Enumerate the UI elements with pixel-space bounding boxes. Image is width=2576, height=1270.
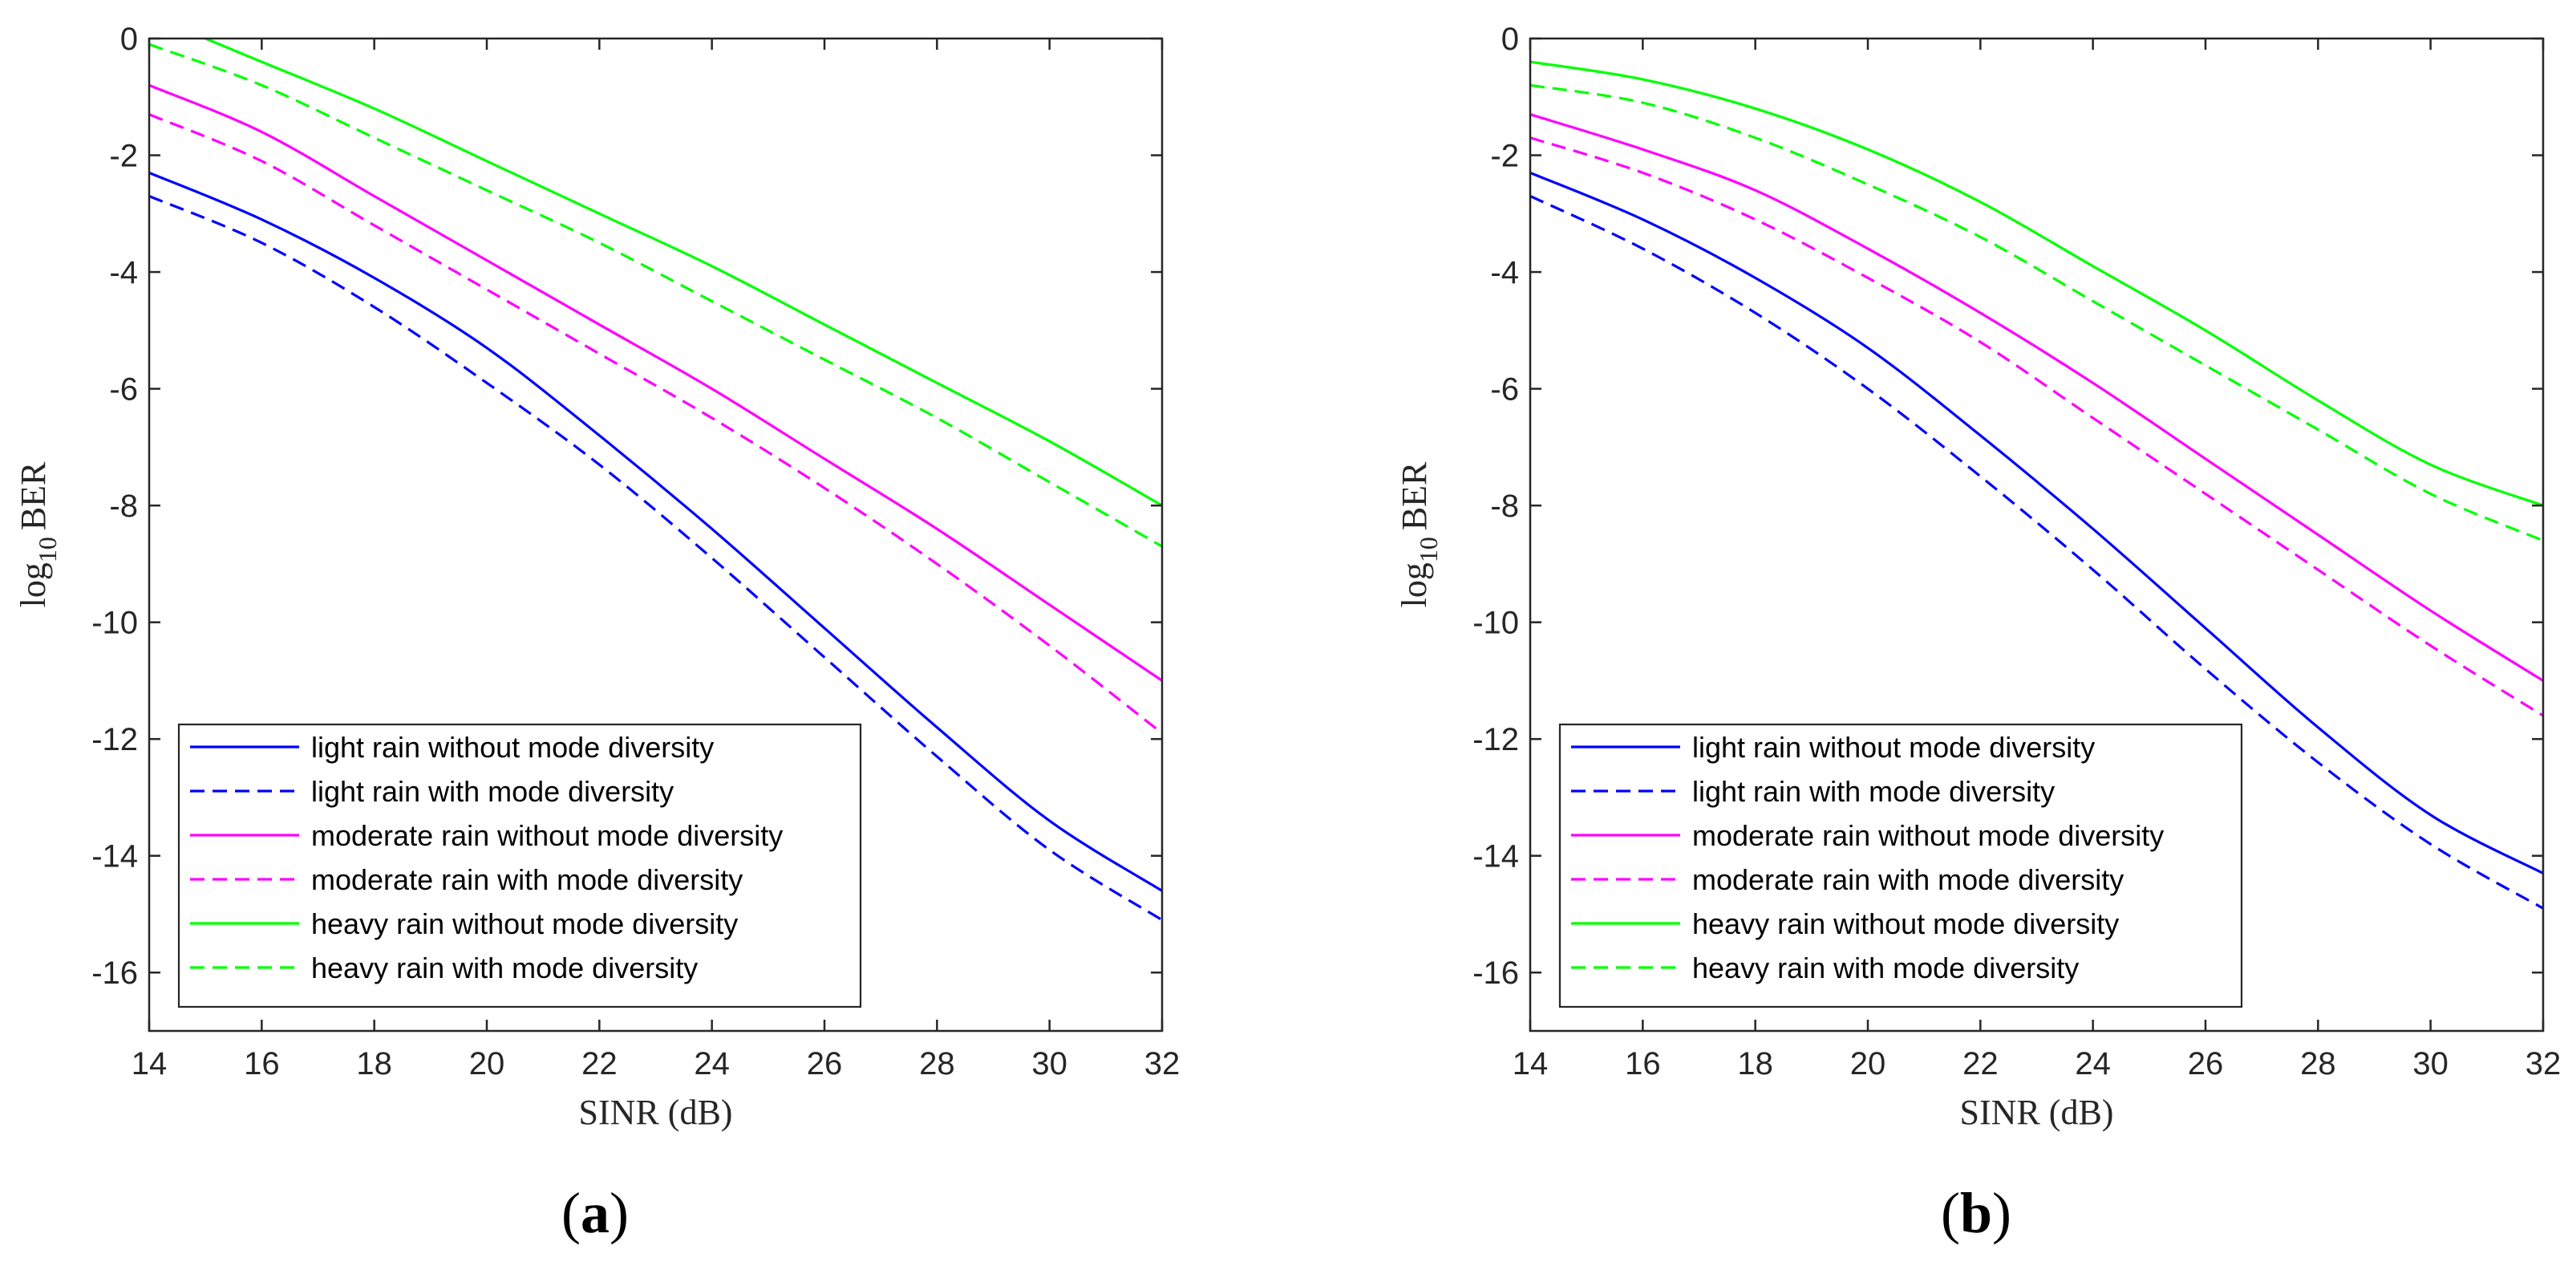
y-tick-label: 0 [1501, 22, 1519, 57]
y-tick-label: -14 [91, 839, 138, 874]
series-line-heavy-rain-without-mode-diversity [1530, 60, 2543, 507]
legend-box [1558, 723, 2243, 1008]
plot-frame [1529, 37, 2545, 1033]
legend-box [177, 723, 862, 1008]
series-group [1530, 60, 2543, 910]
legend-entry-label: moderate rain without mode diversity [311, 819, 783, 852]
x-axis-label: SINR (dB) [1960, 1093, 2114, 1132]
y-tick-label: -12 [1472, 722, 1519, 757]
legend-entry-label: heavy rain without mode diversity [1692, 907, 2119, 940]
y-tick-label: -16 [91, 956, 138, 991]
x-tick-label: 14 [132, 1046, 168, 1081]
chart-panel-b: 14 16 18 20 22 24 26 28 30 32 0 -2 -4 -6 -8 -10 -12 -14 -1… [1395, 22, 2561, 1245]
series-line-light-rain-with-mode-diversity [1530, 195, 2543, 910]
plot-frame [148, 37, 1164, 1033]
y-tick-label: -6 [109, 372, 138, 408]
x-tick-label: 26 [2188, 1046, 2224, 1081]
series-line-heavy-rain-without-mode-diversity [205, 39, 1162, 507]
series-line-moderate-rain-without-mode-diversity [1530, 113, 2543, 682]
legend-entry-label: moderate rain with mode diversity [1692, 863, 2124, 896]
legend-entry-label: light rain with mode diversity [1692, 775, 2055, 808]
y-tick-label: -16 [1472, 956, 1519, 991]
y-tick-label: -6 [1490, 372, 1519, 408]
y-axis-label: log10BER [14, 461, 62, 607]
x-tick-label: 18 [356, 1046, 392, 1081]
x-axis-label: SINR (dB) [579, 1093, 733, 1132]
x-tick-label: 22 [1962, 1046, 1999, 1081]
x-tick-label: 32 [2525, 1046, 2562, 1081]
legend-entry-label: moderate rain with mode diversity [311, 863, 743, 896]
legend-entry-label: light rain with mode diversity [311, 775, 674, 808]
x-tick-label: 28 [2300, 1046, 2336, 1081]
legend-entry-label: light rain without mode diversity [311, 731, 714, 764]
y-tick-label: -14 [1472, 839, 1519, 874]
series-line-moderate-rain-with-mode-diversity [149, 113, 1162, 735]
legend-entry-label: light rain without mode diversity [1692, 731, 2095, 764]
y-tick-label: -2 [109, 139, 138, 174]
series-line-moderate-rain-without-mode-diversity [149, 83, 1162, 682]
y-tick-label: -8 [109, 489, 138, 524]
x-tick-label: 18 [1737, 1046, 1773, 1081]
legend-entry-label: heavy rain with mode diversity [1692, 951, 2079, 984]
legend: light rain without mode diversity light r… [177, 723, 862, 1008]
series-line-heavy-rain-with-mode-diversity [1530, 83, 2543, 542]
y-tick-label: -4 [109, 255, 138, 290]
x-tick-label: 30 [2412, 1046, 2448, 1081]
panel-caption: (a) [561, 1181, 629, 1245]
x-tick-label: 30 [1031, 1046, 1067, 1081]
legend-entry-label: moderate rain without mode diversity [1692, 819, 2164, 852]
legend-entry-label: heavy rain without mode diversity [311, 907, 738, 940]
y-tick-label: -10 [1472, 606, 1519, 641]
series-line-moderate-rain-with-mode-diversity [1530, 136, 2543, 717]
series-line-heavy-rain-with-mode-diversity [149, 43, 1162, 548]
series-group [149, 39, 1162, 922]
x-tick-label: 22 [581, 1046, 618, 1081]
series-line-light-rain-with-mode-diversity [149, 194, 1162, 922]
y-tick-label: -10 [91, 606, 138, 641]
series-line-light-rain-without-mode-diversity [149, 171, 1162, 892]
x-tick-label: 26 [807, 1046, 843, 1081]
legend: light rain without mode diversity light r… [1558, 723, 2243, 1008]
y-tick-label: 0 [120, 22, 138, 57]
chart-panel-a: 14 16 18 20 22 24 26 28 30 32 0 -2 -4 -6 -8 -10 -12 -14 -1… [14, 22, 1180, 1245]
x-tick-label: 16 [1625, 1046, 1661, 1081]
y-axis-label: log10BER [1395, 461, 1443, 607]
x-tick-label: 32 [1144, 1046, 1181, 1081]
y-tick-label: -2 [1490, 139, 1519, 174]
x-tick-label: 14 [1513, 1046, 1549, 1081]
series-line-light-rain-without-mode-diversity [1530, 171, 2543, 874]
x-tick-label: 20 [1850, 1046, 1886, 1081]
legend-entry-label: heavy rain with mode diversity [311, 951, 698, 984]
x-tick-label: 28 [919, 1046, 955, 1081]
y-tick-label: -4 [1490, 255, 1519, 290]
x-tick-label: 24 [694, 1046, 730, 1081]
x-tick-label: 16 [244, 1046, 280, 1081]
x-tick-label: 24 [2075, 1046, 2111, 1081]
x-tick-label: 20 [469, 1046, 505, 1081]
y-tick-label: -12 [91, 722, 138, 757]
panel-caption: (b) [1941, 1181, 2011, 1245]
y-tick-label: -8 [1490, 489, 1519, 524]
